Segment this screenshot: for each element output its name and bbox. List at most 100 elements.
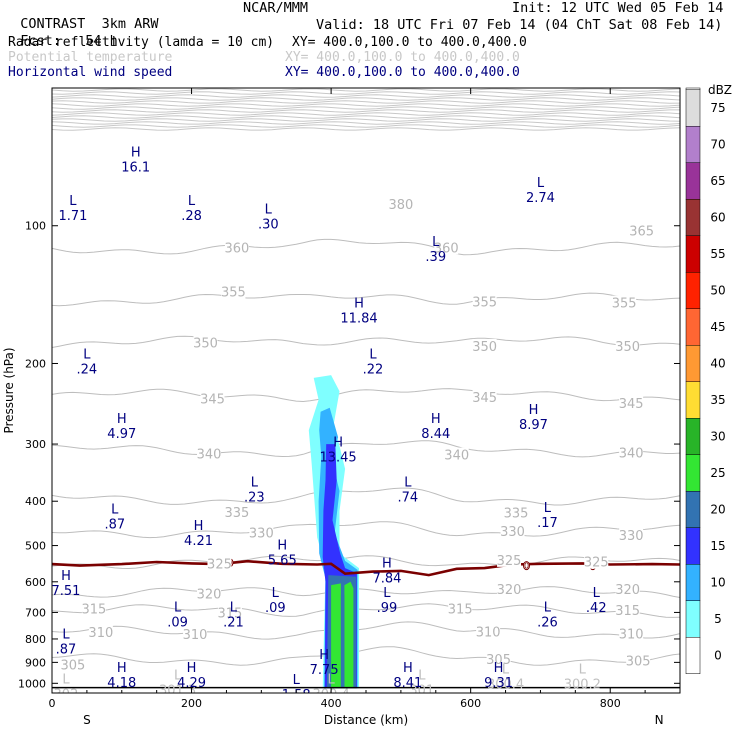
theta-label: 355 (612, 297, 637, 312)
wind-extremum-value: 8.97 (519, 418, 548, 433)
theta-label-bg (60, 657, 85, 672)
wind-extremum-letter: H (117, 412, 127, 427)
theta-label-bg (497, 552, 522, 567)
wind-extremum-letter: L (537, 176, 545, 191)
colorbar-label: 15 (710, 539, 725, 553)
wind-extremum-letter: H (117, 661, 127, 676)
theta-label-bg (504, 505, 529, 520)
wind-extremum-value: .28 (181, 209, 202, 224)
colorbar-label: 40 (710, 357, 725, 371)
theta-line (52, 487, 680, 506)
theta-label: 345 (200, 393, 225, 408)
center-label: NCAR/MMM (243, 0, 309, 16)
theta-line (52, 124, 680, 128)
theta-line (52, 388, 680, 403)
colorbar-box (685, 162, 701, 200)
wind-extremum-value: .09 (167, 616, 188, 631)
wind-extremum-letter: L (432, 235, 440, 250)
wind-extremum-value: 4.18 (107, 676, 136, 691)
wind-extremum-value: 8.44 (421, 427, 450, 442)
x-axis-title: Distance (km) (324, 713, 408, 727)
theta-extremum-value: 301 (409, 683, 434, 698)
wind-extremum-value: 8.41 (393, 676, 422, 691)
theta-line (52, 88, 680, 92)
wind-extremum-letter: H (194, 519, 204, 534)
wind-extremum-value: .17 (537, 516, 558, 531)
wind-extremum-letter: L (265, 203, 273, 218)
theta-label: 315 (81, 603, 106, 618)
theta-label-bg (224, 504, 249, 519)
theta-label-bg (619, 445, 644, 460)
colorbar-label: 60 (710, 211, 725, 225)
wind-extremum-value: 4.21 (184, 534, 213, 549)
wind-extremum-letter: L (83, 347, 91, 362)
theta-label-bg (434, 240, 459, 255)
theta-label-bg (500, 523, 525, 538)
theta-label: 335 (224, 506, 249, 521)
wind-extremum-letter: L (111, 502, 119, 517)
colorbar-box (685, 454, 701, 492)
theta-label: 340 (197, 447, 222, 462)
theta-line (52, 646, 680, 666)
theta-label: 310 (619, 628, 644, 643)
x-tick-label: 200 (181, 697, 202, 710)
colorbar-box (685, 600, 701, 638)
wind-extremum-value: 1.71 (58, 209, 87, 224)
wind-extremum-value: .26 (537, 616, 558, 631)
wind-extremum-letter: H (431, 412, 441, 427)
theta-contours (52, 88, 680, 666)
colorbar-label: 5 (714, 612, 722, 626)
theta-label-bg (249, 525, 274, 540)
y-tick-label: 600 (25, 576, 46, 589)
reflectivity-25dbz (344, 581, 354, 689)
theta-label: 335 (504, 506, 529, 521)
wind-extremum-value: .23 (244, 491, 265, 506)
colorbar-box (685, 491, 701, 528)
wind-extremum-letter: H (61, 569, 71, 584)
colorbar-box (685, 199, 701, 236)
wind-extremum-value: 13.45 (319, 451, 356, 466)
wind-extremum-value: .21 (223, 616, 244, 631)
theta-extremum-value: 301.3 (159, 683, 196, 698)
init-time: Init: 12 UTC Wed 05 Feb 14 (512, 0, 724, 16)
theta-label-bg (472, 338, 497, 353)
theta-label-bg (497, 581, 522, 596)
wind-extremum-letter: L (369, 347, 377, 362)
theta-label: 305 (486, 653, 511, 668)
theta-label: 320 (197, 588, 222, 603)
tropopause-marker (522, 561, 530, 571)
wind-extremum-letter: L (293, 673, 301, 688)
wind-extremum-value: .87 (56, 643, 77, 658)
theta-extremum-letter: L (174, 668, 182, 683)
field-name-theta: Potential temperature (8, 50, 173, 65)
theta-line (52, 91, 680, 95)
theta-label-bg (472, 294, 497, 309)
contour-labels: 380 360 360 365 355 355 355 350 350 350 345 345 345 3… (52, 145, 654, 703)
wind-extremum-value: .74 (398, 491, 419, 506)
theta-label-bg (88, 624, 113, 639)
theta-label: 315 (448, 603, 473, 618)
theta-label: 345 (472, 391, 497, 406)
y-tick-label: 200 (25, 357, 46, 370)
wind-extremum-letter: H (354, 297, 364, 312)
theta-label: 310 (88, 626, 113, 641)
y-axis-title: Pressure (hPa) (2, 347, 16, 433)
wind-extremum-letter: L (404, 476, 412, 491)
theta-label: 325 (584, 556, 609, 571)
theta-line (52, 127, 680, 131)
wind-extremum-letter: L (272, 586, 280, 601)
theta-label-bg (183, 627, 208, 642)
theta-label-bg (193, 335, 218, 350)
theta-extremum-value: 302 (54, 688, 79, 703)
wind-extremum-letter: H (319, 648, 329, 663)
wind-extremum-value: .99 (377, 601, 398, 616)
wind-extremum-value: 7.75 (310, 663, 339, 678)
colorbar-label: 10 (710, 576, 725, 590)
model-run: 3km ARW (101, 16, 159, 32)
theta-line (52, 112, 680, 116)
theta-label: 330 (249, 526, 274, 541)
theta-label-bg (200, 391, 225, 406)
theta-label: 345 (619, 397, 644, 412)
theta-line (52, 521, 680, 539)
